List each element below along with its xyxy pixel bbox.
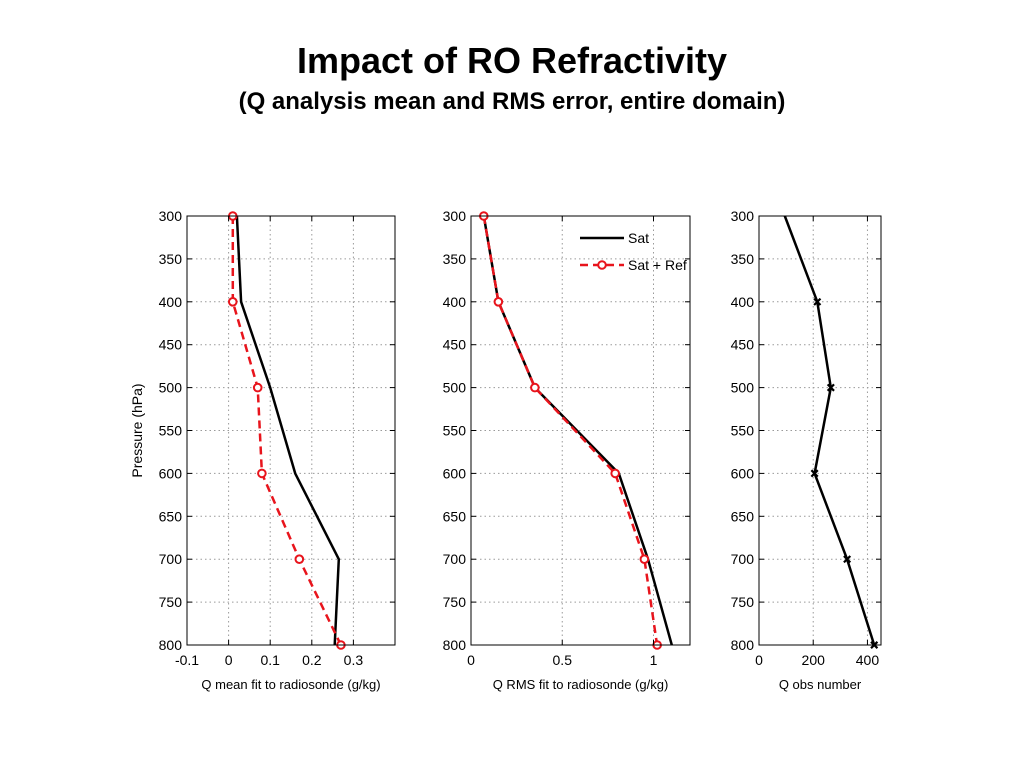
data-point-marker bbox=[813, 297, 822, 306]
y-tick-label: 700 bbox=[159, 551, 183, 567]
data-point-marker bbox=[227, 297, 238, 307]
y-tick-label: 400 bbox=[159, 294, 183, 310]
data-point-marker bbox=[493, 297, 504, 307]
y-tick-label: 300 bbox=[443, 208, 467, 224]
x-tick-label: 0.2 bbox=[302, 652, 322, 668]
legend-marker bbox=[597, 260, 607, 270]
y-tick-label: 500 bbox=[159, 380, 183, 396]
y-tick-label: 700 bbox=[731, 551, 755, 567]
y-tick-label: 600 bbox=[159, 465, 183, 481]
y-tick-label: 350 bbox=[443, 251, 467, 267]
series-line-obs-count bbox=[783, 215, 876, 646]
slide-subtitle: (Q analysis mean and RMS error, entire d… bbox=[238, 88, 786, 115]
y-tick-label: 450 bbox=[159, 337, 183, 353]
y-tick-label: 700 bbox=[443, 551, 467, 567]
series-line-sat bbox=[235, 215, 341, 646]
legend-label: Sat + Ref bbox=[628, 257, 687, 273]
y-tick-label: 450 bbox=[443, 337, 467, 353]
y-tick-label: 550 bbox=[443, 423, 467, 439]
series-line-sat-ref bbox=[482, 215, 659, 646]
chart-panel-3: 0 200 400 300 350 400 450 500 550 600 650 700 750 800… bbox=[731, 208, 882, 692]
x-tick-label: 1 bbox=[650, 652, 658, 668]
y-tick-label: 300 bbox=[159, 208, 183, 224]
x-tick-label: 0.1 bbox=[260, 652, 280, 668]
data-point-marker bbox=[294, 554, 305, 565]
y-tick-label: 400 bbox=[731, 294, 755, 310]
y-tick-label: 550 bbox=[731, 423, 755, 439]
data-point-marker bbox=[252, 382, 263, 393]
x-tick-label: 0 bbox=[755, 652, 763, 668]
y-tick-label: 350 bbox=[159, 251, 183, 267]
y-tick-label: 500 bbox=[731, 380, 755, 396]
y-tick-label: 800 bbox=[159, 637, 183, 653]
y-tick-label: 800 bbox=[443, 637, 467, 653]
y-tick-label: 750 bbox=[159, 594, 183, 610]
x-tick-label: 400 bbox=[856, 652, 880, 668]
data-point-marker bbox=[810, 469, 819, 478]
x-axis-label: Q mean fit to radiosonde (g/kg) bbox=[201, 677, 380, 692]
data-point-marker bbox=[257, 468, 267, 479]
slide-title: Impact of RO Refractivity bbox=[296, 40, 728, 81]
x-tick-label: 200 bbox=[802, 652, 826, 668]
x-tick-label: 0.5 bbox=[553, 652, 573, 668]
y-tick-label: 550 bbox=[159, 423, 183, 439]
y-tick-label: 300 bbox=[731, 208, 755, 224]
y-tick-label: 600 bbox=[443, 465, 467, 481]
data-point-marker bbox=[530, 382, 540, 393]
y-tick-label: 400 bbox=[443, 294, 467, 310]
y-tick-label: 650 bbox=[731, 508, 755, 524]
y-tick-label: 650 bbox=[159, 508, 183, 524]
data-point-marker bbox=[639, 554, 650, 565]
y-axis-label: Pressure (hPa) bbox=[129, 383, 145, 477]
chart-panel-2: 0 0.5 1 300 350 400 450 500 550 600 650 700 750 800 Q … bbox=[443, 208, 691, 692]
data-point-marker bbox=[826, 383, 835, 392]
x-axis-label: Q RMS fit to radiosonde (g/kg) bbox=[493, 677, 669, 692]
y-tick-label: 800 bbox=[731, 637, 755, 653]
data-point-marker bbox=[843, 555, 852, 564]
y-tick-label: 500 bbox=[443, 380, 467, 396]
y-tick-label: 600 bbox=[731, 465, 755, 481]
y-tick-label: 450 bbox=[731, 337, 755, 353]
x-tick-label: 0.3 bbox=[344, 652, 364, 668]
series-line-sat-ref bbox=[231, 216, 343, 646]
legend-label: Sat bbox=[628, 230, 649, 246]
y-tick-label: 650 bbox=[443, 508, 467, 524]
y-tick-label: 750 bbox=[731, 594, 755, 610]
y-tick-label: 750 bbox=[443, 594, 467, 610]
y-tick-label: 350 bbox=[731, 251, 755, 267]
chart-panel-1: -0.1 0 0.1 0.2 0.3 300 350 400 450 500 550 600 650 70… bbox=[129, 208, 396, 692]
x-tick-label: 0 bbox=[467, 652, 475, 668]
x-tick-label: -0.1 bbox=[175, 652, 199, 668]
x-tick-label: 0 bbox=[225, 652, 233, 668]
x-axis-label: Q obs number bbox=[779, 677, 862, 692]
data-point-marker bbox=[610, 468, 620, 479]
